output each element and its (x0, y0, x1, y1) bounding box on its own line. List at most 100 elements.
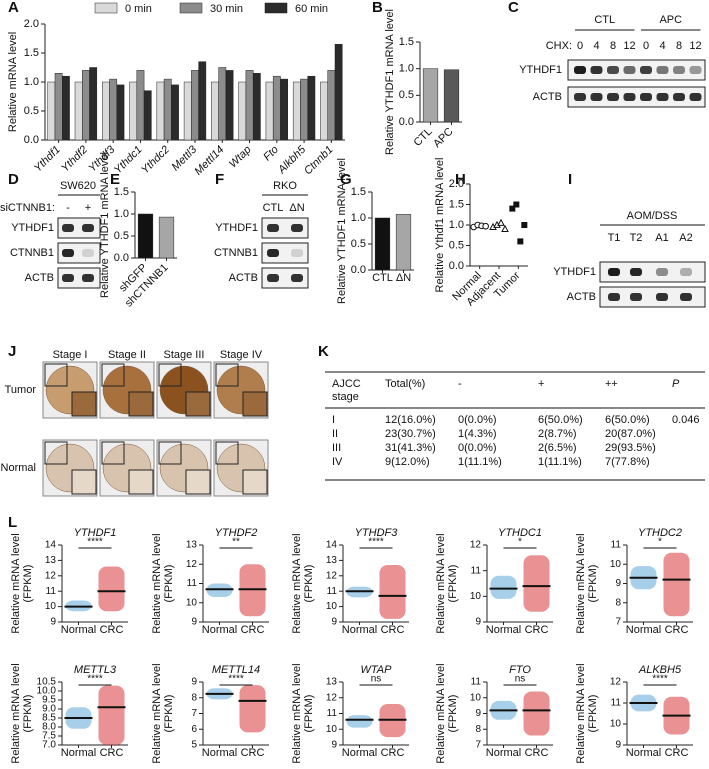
blot-band (656, 268, 668, 276)
y-tick-label: 0.5 (114, 230, 129, 242)
row-label: CTNNB1 (214, 247, 258, 259)
panel-label: F (215, 171, 224, 188)
bar (82, 70, 90, 141)
cell-label: AOM/DSS (627, 210, 678, 222)
gene-title: METTL14 (212, 664, 260, 676)
panel-label: C (508, 0, 519, 16)
tissue-zoom (128, 469, 154, 495)
y-axis-label: (FPKM) (163, 695, 175, 733)
bar (163, 78, 172, 141)
tissue-inset (158, 441, 182, 465)
blot-band (630, 268, 642, 276)
y-tick-label: 2.0 (24, 18, 39, 30)
blot-band (291, 274, 303, 282)
blot-band (574, 93, 586, 101)
significance: * (518, 537, 522, 548)
bar (89, 67, 98, 141)
panel-label: B (372, 0, 383, 16)
bar (156, 81, 165, 141)
legend-label: 60 min (295, 3, 328, 15)
y-axis-label: Relative mRNA level (435, 663, 447, 763)
y-tick-label: 9 (475, 708, 481, 719)
row-label: YTHDF1 (11, 222, 54, 234)
x-tick-label: CRC (525, 624, 549, 636)
x-tick-label: CRC (241, 747, 265, 759)
row-label: ACTB (567, 291, 596, 303)
bar (137, 213, 154, 259)
bar (54, 73, 63, 141)
gene-title: YTHDC1 (498, 527, 542, 539)
x-tick-label: Normal (342, 747, 377, 759)
y-tick-label: 1.5 (399, 36, 414, 48)
y-axis-label: (FPKM) (447, 565, 459, 603)
gene-title: ALKBH5 (638, 664, 682, 676)
y-tick-label: 8 (475, 724, 481, 735)
significance: ns (515, 674, 526, 685)
legend-swatch (94, 2, 118, 14)
y-axis-label: Relative mRNA level (575, 533, 587, 633)
x-tick-label: CRC (241, 624, 265, 636)
tissue-inset (101, 363, 125, 387)
blot-band (673, 66, 685, 74)
blot-frame (567, 86, 706, 108)
blot-band (82, 224, 94, 232)
y-axis-label: (FPKM) (587, 565, 599, 603)
bar (292, 81, 301, 141)
x-tick-label: Ythdc2 (139, 144, 172, 177)
treatment-label: CHX: (546, 40, 572, 52)
bar (116, 84, 125, 141)
y-axis-label: Relative mRNA level (10, 533, 22, 633)
x-tick-label: CRC (665, 624, 689, 636)
point (482, 222, 489, 230)
tissue-inset (158, 363, 182, 387)
blot-band (656, 66, 669, 74)
y-tick-label: 12 (45, 570, 57, 581)
blot-band (267, 274, 279, 282)
panel-label: J (8, 343, 16, 360)
stage-label: Stage I (53, 349, 88, 361)
table-cell: 6(50.0%) (605, 414, 650, 426)
bar (280, 78, 288, 141)
tissue-zoom (185, 391, 211, 417)
y-tick-label: 0.5 (449, 239, 464, 251)
spread (523, 555, 550, 612)
bar (374, 217, 391, 271)
blot-band (62, 274, 74, 282)
y-axis-label: Relative mRNA level (151, 663, 163, 763)
blot-band (82, 249, 94, 257)
tissue-inset (215, 441, 239, 465)
spread (98, 685, 125, 745)
y-axis-label: Relative YTHDF1 mRNA level (336, 158, 348, 304)
y-tick-label: 9 (615, 740, 621, 751)
y-tick-label: 11 (187, 578, 198, 589)
y-axis-label: (FPKM) (447, 695, 459, 733)
y-axis-label: Relative mRNA level (435, 533, 447, 633)
spread (98, 566, 125, 612)
gene-title: FTO (509, 664, 531, 676)
x-tick-label: Ctnnb1 (302, 144, 336, 178)
y-tick-label: 0.0 (399, 116, 414, 128)
y-tick-label: 1.5 (449, 198, 464, 210)
row-label: Normal (1, 462, 36, 474)
row-label: Tumor (5, 384, 37, 396)
significance: **** (87, 537, 103, 548)
blot-band (590, 66, 603, 74)
y-tick-label: 7 (475, 740, 481, 751)
y-tick-label: 11 (471, 565, 482, 576)
table-header: + (538, 378, 544, 390)
blot-frame (261, 217, 309, 239)
x-tick-label: Ythdf2 (59, 144, 90, 175)
table-header: - (458, 378, 462, 390)
table-cell: 7(77.8%) (605, 456, 650, 468)
y-tick-label: 1.5 (114, 186, 129, 198)
point (501, 224, 509, 232)
y-tick-label: 10 (470, 591, 482, 602)
blot-band (689, 66, 702, 74)
y-tick-label: 1.5 (24, 47, 39, 59)
spread (239, 685, 266, 733)
blot-band (680, 293, 692, 301)
y-tick-label: 6 (191, 724, 197, 735)
blot-band (656, 93, 669, 101)
panel-label: E (110, 171, 120, 188)
